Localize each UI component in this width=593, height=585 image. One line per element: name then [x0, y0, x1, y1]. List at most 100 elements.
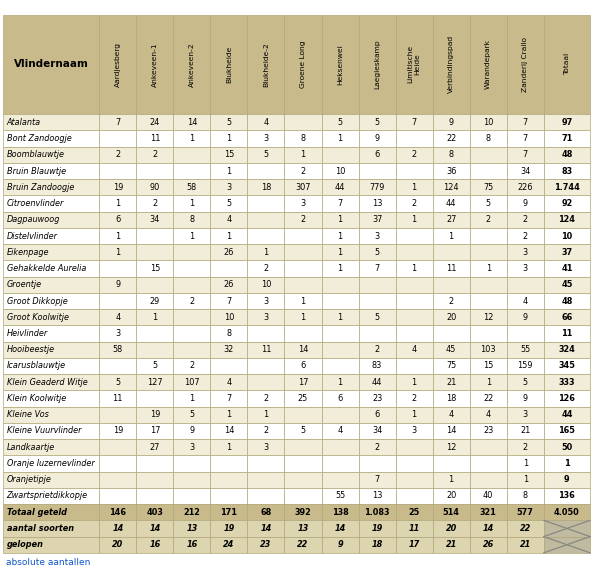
Text: 3: 3 [522, 264, 528, 273]
FancyBboxPatch shape [247, 195, 285, 212]
Text: 5: 5 [115, 378, 120, 387]
FancyBboxPatch shape [285, 293, 321, 309]
FancyBboxPatch shape [136, 309, 173, 325]
Text: 1: 1 [227, 134, 231, 143]
FancyBboxPatch shape [470, 260, 506, 277]
FancyBboxPatch shape [506, 342, 544, 358]
FancyBboxPatch shape [321, 504, 359, 520]
FancyBboxPatch shape [99, 455, 136, 472]
Text: 12: 12 [483, 313, 493, 322]
FancyBboxPatch shape [544, 15, 590, 114]
FancyBboxPatch shape [470, 520, 506, 536]
FancyBboxPatch shape [99, 15, 136, 114]
Text: 1: 1 [337, 248, 343, 257]
FancyBboxPatch shape [359, 15, 396, 114]
FancyBboxPatch shape [544, 520, 590, 536]
FancyBboxPatch shape [321, 536, 359, 553]
FancyBboxPatch shape [321, 277, 359, 293]
FancyBboxPatch shape [211, 423, 247, 439]
FancyBboxPatch shape [396, 163, 433, 179]
FancyBboxPatch shape [3, 293, 99, 309]
Text: Ankeveen-1: Ankeveen-1 [152, 42, 158, 87]
Text: 7: 7 [227, 297, 231, 305]
Text: 3: 3 [301, 199, 305, 208]
FancyBboxPatch shape [506, 407, 544, 423]
Text: 14: 14 [224, 426, 234, 435]
FancyBboxPatch shape [173, 472, 211, 488]
FancyBboxPatch shape [136, 536, 173, 553]
Text: 19: 19 [371, 524, 382, 533]
Text: 10: 10 [561, 232, 572, 240]
FancyBboxPatch shape [506, 488, 544, 504]
FancyBboxPatch shape [285, 277, 321, 293]
Text: 75: 75 [483, 183, 493, 192]
FancyBboxPatch shape [285, 244, 321, 260]
Text: 14: 14 [112, 524, 123, 533]
FancyBboxPatch shape [470, 179, 506, 195]
FancyBboxPatch shape [211, 504, 247, 520]
FancyBboxPatch shape [3, 439, 99, 455]
Text: 9: 9 [337, 540, 343, 549]
FancyBboxPatch shape [321, 520, 359, 536]
Text: 7: 7 [337, 199, 343, 208]
FancyBboxPatch shape [433, 228, 470, 244]
FancyBboxPatch shape [544, 423, 590, 439]
FancyBboxPatch shape [544, 195, 590, 212]
Text: 126: 126 [559, 394, 575, 403]
FancyBboxPatch shape [506, 277, 544, 293]
Text: 3: 3 [227, 183, 231, 192]
FancyBboxPatch shape [285, 179, 321, 195]
FancyBboxPatch shape [285, 536, 321, 553]
FancyBboxPatch shape [359, 179, 396, 195]
FancyBboxPatch shape [321, 472, 359, 488]
Text: 7: 7 [522, 134, 528, 143]
FancyBboxPatch shape [359, 212, 396, 228]
FancyBboxPatch shape [396, 390, 433, 407]
FancyBboxPatch shape [396, 520, 433, 536]
FancyBboxPatch shape [470, 342, 506, 358]
Text: 13: 13 [186, 524, 197, 533]
FancyBboxPatch shape [3, 504, 99, 520]
FancyBboxPatch shape [285, 407, 321, 423]
FancyBboxPatch shape [396, 439, 433, 455]
Text: Groentje: Groentje [7, 280, 42, 289]
Text: 41: 41 [561, 264, 573, 273]
FancyBboxPatch shape [247, 536, 285, 553]
Text: 58: 58 [113, 345, 123, 355]
Text: 16: 16 [149, 540, 161, 549]
FancyBboxPatch shape [470, 212, 506, 228]
Text: 19: 19 [113, 426, 123, 435]
Text: Warandepark: Warandepark [485, 39, 491, 90]
Text: 7: 7 [375, 475, 380, 484]
FancyBboxPatch shape [506, 439, 544, 455]
Text: Distelvlinder: Distelvlinder [7, 232, 58, 240]
FancyBboxPatch shape [544, 212, 590, 228]
Text: 21: 21 [446, 378, 457, 387]
FancyBboxPatch shape [285, 504, 321, 520]
FancyBboxPatch shape [544, 390, 590, 407]
FancyBboxPatch shape [396, 147, 433, 163]
FancyBboxPatch shape [173, 244, 211, 260]
FancyBboxPatch shape [470, 407, 506, 423]
FancyBboxPatch shape [470, 309, 506, 325]
FancyBboxPatch shape [99, 423, 136, 439]
FancyBboxPatch shape [433, 504, 470, 520]
FancyBboxPatch shape [433, 147, 470, 163]
Text: 4: 4 [263, 118, 269, 127]
FancyBboxPatch shape [211, 228, 247, 244]
FancyBboxPatch shape [99, 147, 136, 163]
FancyBboxPatch shape [247, 423, 285, 439]
FancyBboxPatch shape [506, 455, 544, 472]
FancyBboxPatch shape [321, 342, 359, 358]
FancyBboxPatch shape [211, 455, 247, 472]
Text: 10: 10 [335, 167, 345, 176]
FancyBboxPatch shape [359, 163, 396, 179]
Text: 17: 17 [149, 426, 160, 435]
FancyBboxPatch shape [433, 374, 470, 390]
Text: 5: 5 [522, 378, 528, 387]
FancyBboxPatch shape [99, 179, 136, 195]
Text: 25: 25 [409, 508, 420, 517]
Text: 3: 3 [522, 248, 528, 257]
FancyBboxPatch shape [173, 374, 211, 390]
Text: 13: 13 [372, 199, 382, 208]
